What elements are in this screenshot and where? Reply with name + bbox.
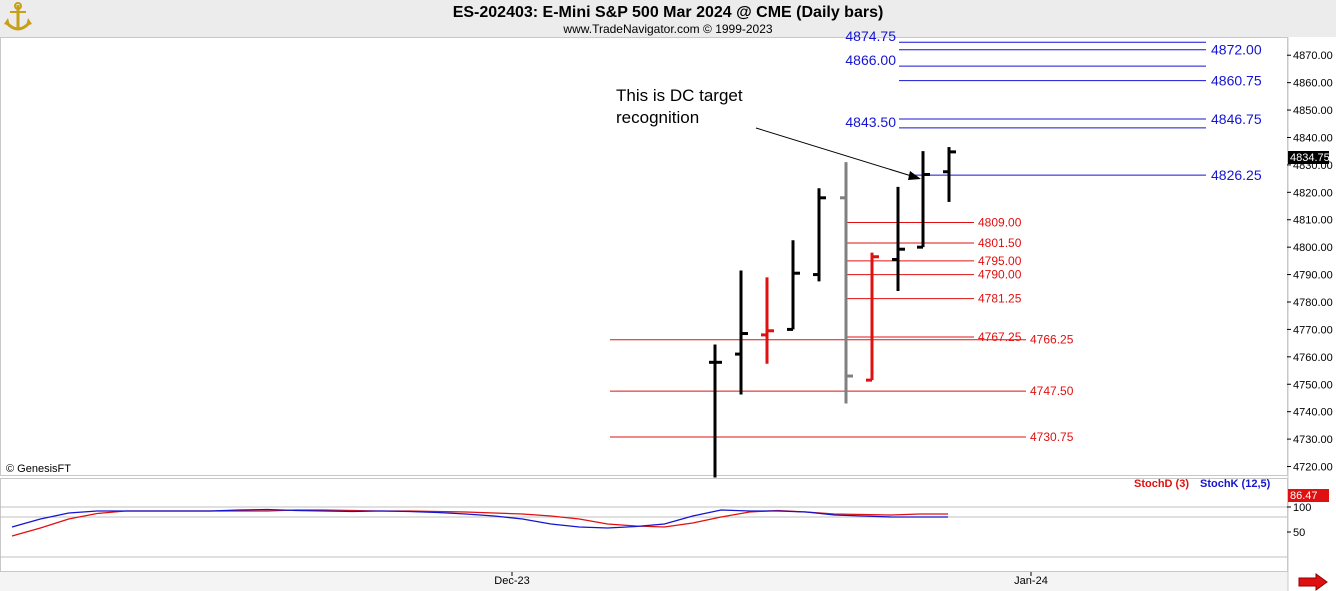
- y-tick-label: 4820.00: [1293, 187, 1333, 199]
- stoch-d-legend: StochD (3): [1134, 478, 1189, 490]
- anchor-logo-icon[interactable]: [4, 2, 32, 31]
- stoch-series-line: [11, 508, 948, 529]
- blue-level-label: 4843.50: [845, 114, 896, 130]
- y-tick-label: 4790.00: [1293, 270, 1333, 282]
- y-tick-label: 4770.00: [1293, 324, 1333, 336]
- blue-level-label: 4860.75: [1211, 73, 1262, 89]
- y-tick-label: 4780.00: [1293, 297, 1333, 309]
- blue-level-label: 4874.75: [845, 28, 896, 44]
- price-bar: [761, 277, 774, 364]
- price-bar: [709, 344, 722, 478]
- red-level-label: 4781.25: [978, 292, 1022, 306]
- price-bar: [943, 147, 956, 202]
- blue-level-label: 4846.75: [1211, 111, 1262, 127]
- red-level-label: 4747.50: [1030, 384, 1074, 398]
- blue-level-label: 4826.25: [1211, 167, 1262, 183]
- chart-title: ES-202403: E-Mini S&P 500 Mar 2024 @ CME…: [453, 4, 884, 21]
- blue-level-label: 4866.00: [845, 52, 896, 68]
- red-level-label: 4766.25: [1030, 333, 1074, 347]
- y-tick-label: 4870.00: [1293, 50, 1333, 62]
- time-axis-band: [0, 572, 1288, 591]
- price-bar: [840, 162, 853, 404]
- annotation-line-1: This is DC target: [616, 86, 743, 105]
- red-level-label: 4767.25: [978, 330, 1022, 344]
- y-tick-label: 4860.00: [1293, 78, 1333, 90]
- red-level-label: 4730.75: [1030, 430, 1074, 444]
- annotation-arrow: [755, 127, 921, 180]
- y-tick-label: 4730.00: [1293, 434, 1333, 446]
- y-tick-label: 4740.00: [1293, 407, 1333, 419]
- annotation-line-2: recognition: [616, 108, 699, 127]
- red-level-label: 4790.00: [978, 268, 1022, 282]
- copyright-label: © GenesisFT: [6, 463, 71, 475]
- price-bar: [813, 188, 826, 282]
- y-tick-label: 4850.00: [1293, 105, 1333, 117]
- price-panel: [0, 37, 1288, 476]
- next-arrow-icon[interactable]: [1298, 573, 1328, 591]
- y-tick-label: 4720.00: [1293, 462, 1333, 474]
- price-bar: [892, 186, 905, 292]
- stoch-tick-label: 100: [1293, 502, 1311, 514]
- y-tick-label: 4810.00: [1293, 215, 1333, 227]
- price-bar: [917, 151, 930, 249]
- red-level-label: 4801.50: [978, 236, 1022, 250]
- x-tick-label: Dec-23: [494, 575, 529, 587]
- blue-level-label: 4872.00: [1211, 42, 1262, 58]
- last-price-box: [1288, 151, 1329, 164]
- red-level-label: 4809.00: [978, 215, 1022, 229]
- stoch-k-legend: StochK (12,5): [1200, 478, 1271, 490]
- y-tick-label: 4840.00: [1293, 132, 1333, 144]
- y-tick-label: 4750.00: [1293, 379, 1333, 391]
- red-level-label: 4795.00: [978, 254, 1022, 268]
- stoch-last-label: 86.47: [1290, 490, 1318, 502]
- last-price-label: 4834.75: [1290, 152, 1330, 164]
- x-tick-label: Jan-24: [1014, 575, 1048, 587]
- chart-subtitle: www.TradeNavigator.com © 1999-2023: [562, 22, 772, 36]
- y-tick-label: 4800.00: [1293, 242, 1333, 254]
- price-bar: [787, 240, 800, 331]
- y-tick-label: 4760.00: [1293, 352, 1333, 364]
- stoch-tick-label: 50: [1293, 527, 1305, 539]
- header-bar: [0, 0, 1336, 37]
- stoch-last-box: [1288, 489, 1329, 502]
- price-bar: [866, 252, 879, 382]
- stoch-panel: [0, 478, 1288, 572]
- price-bar: [735, 270, 748, 395]
